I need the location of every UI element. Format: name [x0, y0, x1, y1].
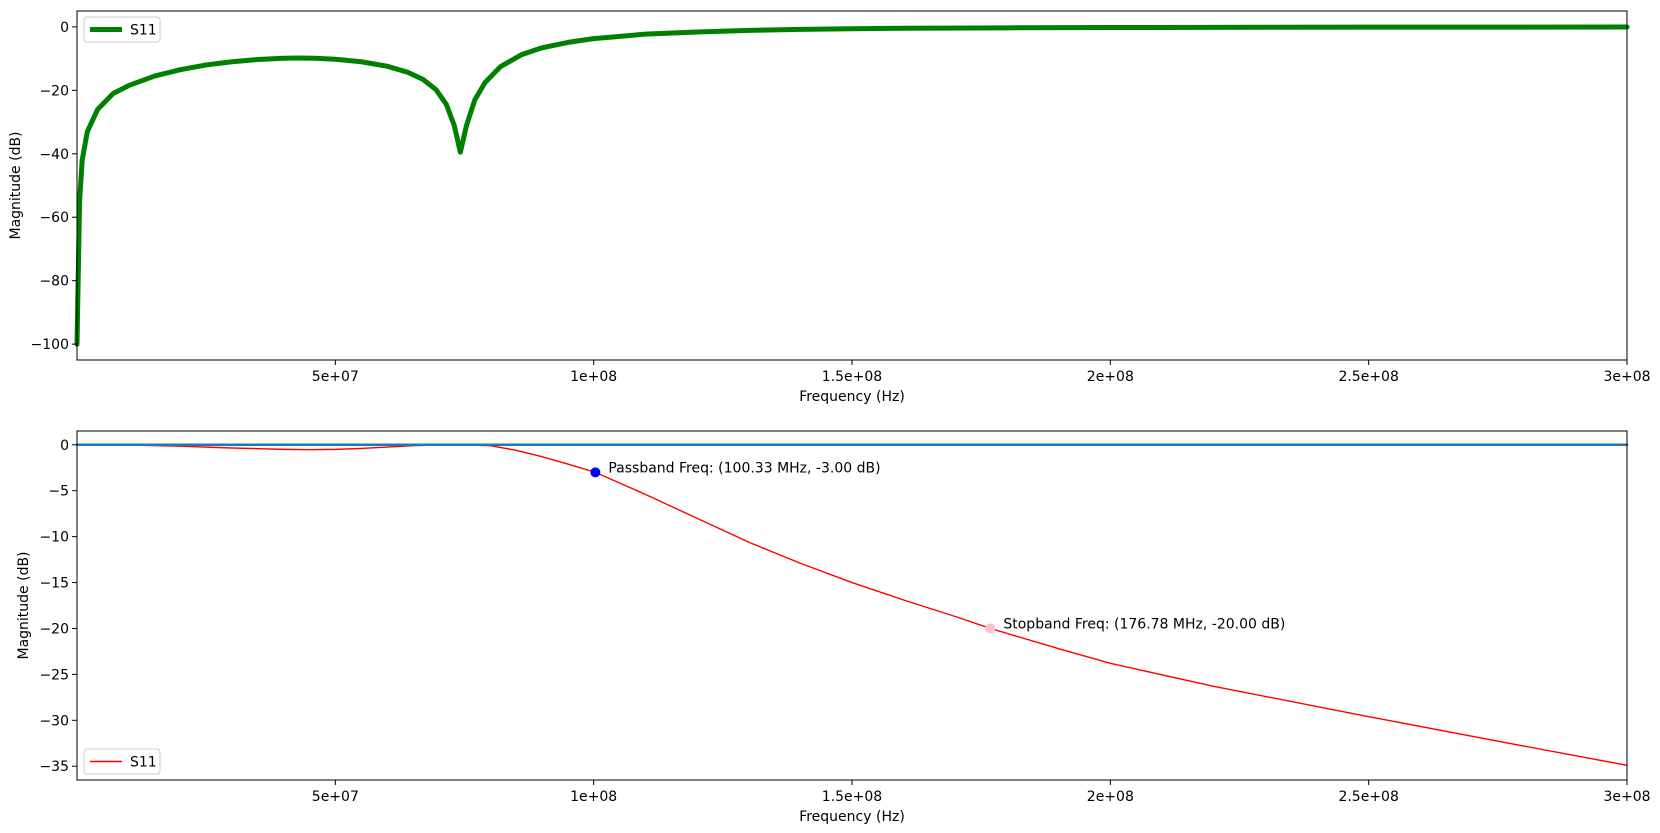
bottom-x-axis-label: Frequency (Hz)	[799, 809, 905, 825]
top-plot-marks	[74, 24, 1630, 347]
y-tick-label: −35	[39, 759, 69, 775]
y-tick-label: −15	[39, 576, 69, 592]
top-y-axis-label: Magnitude (dB)	[8, 131, 24, 239]
bottom-plot-frame	[76, 430, 1628, 781]
y-tick-label: 0	[60, 20, 69, 36]
top-legend: S11	[83, 16, 161, 43]
x-tick-label: 1e+08	[570, 789, 617, 805]
y-tick-label: −40	[39, 147, 69, 163]
x-tick-label: 3e+08	[1603, 789, 1650, 805]
top-plot-frame	[76, 10, 1628, 361]
top-legend-label: S11	[130, 23, 157, 39]
top-subplot: 5e+07 1e+08 1.5e+08 2e+08 2.5e+08 3e+08 0 −20 −4…	[8, 10, 1651, 405]
stopband-marker	[985, 623, 996, 634]
y-tick-label: −80	[39, 274, 69, 290]
y-tick-label: −5	[48, 484, 69, 500]
x-tick-label: 2.5e+08	[1338, 789, 1398, 805]
passband-annotation: Passband Freq: (100.33 MHz, -3.00 dB)	[608, 460, 880, 476]
x-tick-label: 2e+08	[1087, 789, 1134, 805]
bottom-plot-marks	[75, 443, 1629, 767]
top-axis-ticks: 5e+07 1e+08 1.5e+08 2e+08 2.5e+08 3e+08 0 −20 −4…	[31, 20, 1651, 385]
x-tick-label: 1.5e+08	[822, 369, 882, 385]
s11-series-line	[74, 24, 1630, 347]
bottom-y-axis-label: Magnitude (dB)	[16, 551, 32, 659]
y-tick-label: 0	[60, 438, 69, 454]
bottom-legend-label: S11	[130, 755, 157, 771]
bottom-legend: S11	[83, 748, 161, 775]
top-x-axis-label: Frequency (Hz)	[799, 389, 905, 405]
y-tick-label: −25	[39, 667, 69, 683]
y-tick-label: −20	[39, 621, 69, 637]
s11-series-line	[76, 444, 1628, 767]
y-tick-label: −30	[39, 713, 69, 729]
x-tick-label: 1.5e+08	[822, 789, 882, 805]
x-tick-label: 5e+07	[312, 369, 359, 385]
bottom-axis-ticks: 5e+07 1e+08 1.5e+08 2e+08 2.5e+08 3e+08 0 −5 −10…	[39, 438, 1650, 805]
y-tick-label: −100	[31, 337, 69, 353]
y-tick-label: −10	[39, 530, 69, 546]
x-tick-label: 1e+08	[570, 369, 617, 385]
y-tick-label: −60	[39, 210, 69, 226]
y-tick-label: −20	[39, 83, 69, 99]
stopband-annotation: Stopband Freq: (176.78 MHz, -20.00 dB)	[1003, 616, 1285, 632]
bottom-subplot: 5e+07 1e+08 1.5e+08 2e+08 2.5e+08 3e+08 0 −5 −10…	[16, 430, 1651, 825]
x-tick-label: 5e+07	[312, 789, 359, 805]
x-tick-label: 2.5e+08	[1338, 369, 1398, 385]
x-tick-label: 2e+08	[1087, 369, 1134, 385]
passband-marker	[590, 467, 601, 478]
x-tick-label: 3e+08	[1603, 369, 1650, 385]
